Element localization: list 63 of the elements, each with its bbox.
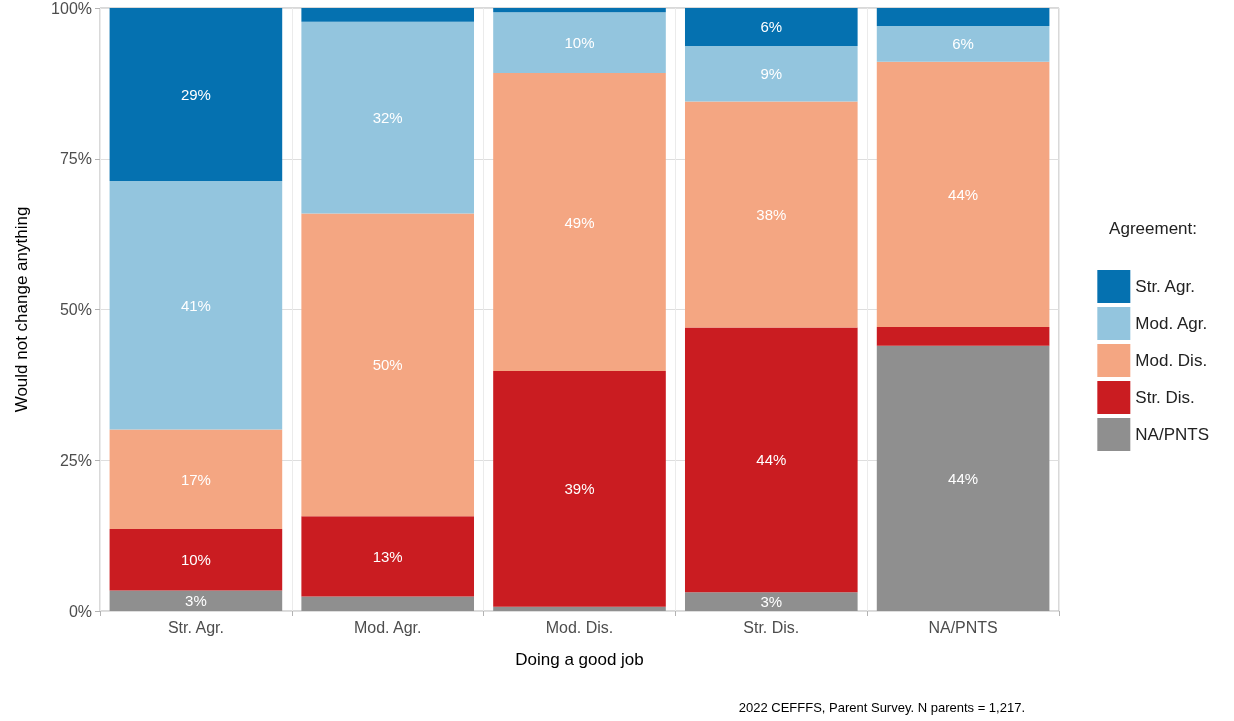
x-axis-title: Doing a good job — [515, 650, 644, 669]
data-label: 44% — [948, 469, 979, 487]
x-tick-label: NA/PNTS — [928, 618, 998, 636]
bar — [876, 8, 1050, 27]
data-label: 39% — [564, 480, 595, 498]
bar — [109, 590, 283, 611]
bar — [876, 326, 1050, 346]
legend-label: Str. Agr. — [1135, 277, 1195, 296]
data-label: 50% — [372, 356, 403, 374]
data-label: 3% — [760, 593, 783, 611]
y-tick-label: 100% — [51, 0, 92, 17]
data-label: 10% — [564, 34, 595, 52]
text: 2022 CEFFFS, Parent Survey. N parents = 1,217. — [738, 700, 1026, 715]
data-label: 29% — [180, 86, 211, 104]
legend-label: Mod. Agr. — [1135, 314, 1208, 333]
bar — [109, 8, 283, 182]
data-label: 3% — [185, 592, 207, 610]
legend-label: Str. Dis. — [1135, 388, 1195, 407]
data-label: 44% — [756, 451, 787, 469]
bar — [684, 327, 858, 593]
bar — [301, 21, 475, 214]
data-label: 38% — [756, 206, 787, 224]
bar — [684, 101, 858, 328]
data-label: 13% — [372, 547, 403, 565]
bar — [109, 429, 283, 529]
y-tick-label: 0% — [68, 602, 92, 620]
x-tick-label: Mod. Dis. — [545, 618, 614, 636]
data-label: 6% — [952, 35, 974, 53]
x-tick-label: Str. Dis. — [743, 618, 800, 636]
y-tick-label: 50% — [59, 301, 92, 318]
data-label: 10% — [180, 551, 211, 569]
bar — [493, 606, 666, 611]
bar — [109, 528, 283, 591]
bar — [493, 73, 666, 372]
data-label: 32% — [372, 109, 403, 127]
data-label: 6% — [760, 18, 783, 36]
y-axis-title: Would not change anything — [12, 206, 31, 413]
bar — [493, 371, 666, 607]
data-label: 44% — [948, 185, 979, 203]
data-label: 41% — [180, 296, 211, 314]
x-tick-label: Mod. Agr. — [353, 618, 422, 636]
bar — [876, 61, 1050, 327]
data-label: 49% — [564, 213, 595, 231]
bar — [684, 8, 858, 46]
bar — [301, 213, 475, 517]
bar — [109, 181, 283, 430]
data-label: 9% — [760, 65, 783, 83]
bar — [684, 592, 858, 611]
bar — [301, 596, 475, 611]
legend-label: Mod. Dis. — [1135, 351, 1208, 370]
y-tick-label: 25% — [59, 451, 92, 469]
bar — [301, 516, 475, 597]
legend-label: NA/PNTS — [1135, 425, 1210, 444]
bar — [876, 345, 1050, 611]
bar — [493, 12, 666, 74]
y-tick-label: 75% — [59, 150, 92, 168]
bar — [301, 8, 475, 22]
x-tick-label: Str. Agr. — [167, 618, 224, 636]
bar — [493, 8, 666, 13]
legend-title: Agreement: — [1109, 219, 1198, 238]
data-label: 17% — [180, 470, 211, 488]
bar — [684, 45, 858, 102]
bar — [876, 26, 1050, 62]
